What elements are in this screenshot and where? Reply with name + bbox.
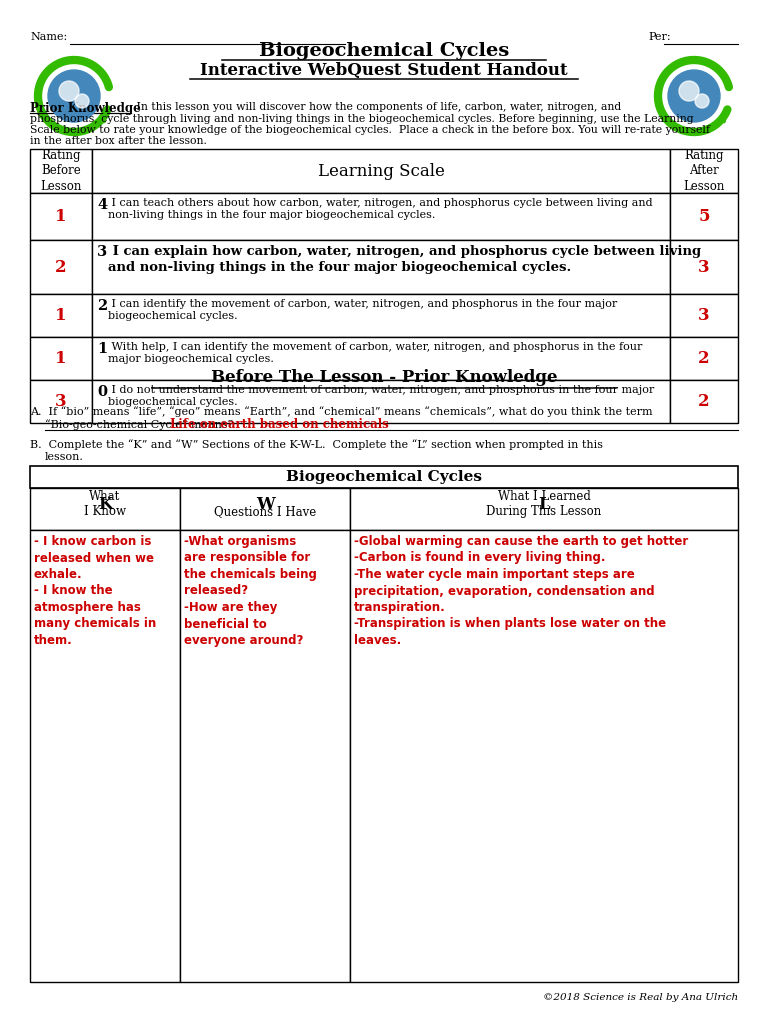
Text: Rating
After
Lesson: Rating After Lesson [684,148,725,194]
Bar [670,240,738,294]
Bar [92,193,670,240]
Circle shape [75,94,89,108]
Text: What
I Know: What I Know [84,490,126,518]
Text: With help, I can identify the movement of carbon, water, nitrogen, and phosphoru: With help, I can identify the movement o… [108,342,642,365]
Text: What I Learned
During This Lesson: What I Learned During This Lesson [486,490,601,518]
Text: 3: 3 [698,307,710,324]
Text: “Bio-geo-chemical Cycle” means?: “Bio-geo-chemical Cycle” means? [45,419,240,430]
Bar [30,294,92,337]
Bar [180,530,350,982]
Bar [670,337,738,380]
Text: 1: 1 [55,307,67,324]
Text: 2: 2 [97,299,108,313]
Text: Rating
Before
Lesson: Rating Before Lesson [40,148,81,194]
Bar [350,530,738,982]
Text: I can identify the movement of carbon, water, nitrogen, and phosphorus in the fo: I can identify the movement of carbon, w… [108,299,617,322]
Text: -Global warming can cause the earth to get hotter
-Carbon is found in every livi: -Global warming can cause the earth to g… [354,535,688,647]
Bar [350,488,738,530]
Text: 1: 1 [97,342,108,356]
Bar [30,193,92,240]
Text: Prior Knowledge: Prior Knowledge [30,102,141,115]
Text: Biogeochemical Cycles: Biogeochemical Cycles [286,470,482,484]
Text: Per:: Per: [648,32,670,42]
Bar [92,240,670,294]
Text: 1: 1 [55,350,67,367]
Text: Questions I Have: Questions I Have [214,505,316,518]
Bar [92,337,670,380]
Text: Before The Lesson - Prior Knowledge: Before The Lesson - Prior Knowledge [210,369,558,386]
Text: phosphorus, cycle through living and non-living things in the biogeochemical cyc: phosphorus, cycle through living and non… [30,114,694,124]
Text: 5: 5 [698,208,710,225]
Bar [30,530,180,982]
Text: Life on earth based on chemicals: Life on earth based on chemicals [170,418,389,431]
Text: I can explain how carbon, water, nitrogen, and phosphorus cycle between living
a: I can explain how carbon, water, nitroge… [108,245,701,274]
Bar [670,294,738,337]
Text: I can teach others about how carbon, water, nitrogen, and phosphorus cycle betwe: I can teach others about how carbon, wat… [108,198,653,220]
Bar [30,240,92,294]
Text: 2: 2 [698,393,710,410]
Text: 4: 4 [97,198,107,212]
Text: Interactive WebQuest Student Handout: Interactive WebQuest Student Handout [200,62,568,79]
Bar [670,150,738,193]
Text: in the after box after the lesson.: in the after box after the lesson. [30,136,207,146]
Circle shape [668,70,720,122]
Text: 1: 1 [55,208,67,225]
Text: I do not understand the movement of carbon, water, nitrogen, and phosphorus in t: I do not understand the movement of carb… [108,385,654,408]
Circle shape [59,81,79,101]
Text: Name:: Name: [30,32,68,42]
Bar [30,380,92,423]
Bar [30,150,92,193]
Bar [670,193,738,240]
Text: 0: 0 [97,385,107,399]
Text: - I know carbon is
released when we
exhale.
- I know the
atmosphere has
many che: - I know carbon is released when we exha… [34,535,156,647]
Bar [180,488,350,530]
Text: Biogeochemical Cycles: Biogeochemical Cycles [259,42,509,60]
Bar [30,488,180,530]
Bar [30,337,92,380]
Text: ©2018 Science is Real by Ana Ulrich: ©2018 Science is Real by Ana Ulrich [543,993,738,1002]
Text: K: K [98,496,112,513]
Bar [92,294,670,337]
Text: 2: 2 [698,350,710,367]
Text: B.  Complete the “K” and “W” Sections of the K-W-L.  Complete the “L” section wh: B. Complete the “K” and “W” Sections of … [30,439,603,450]
Circle shape [48,70,100,122]
Text: 3: 3 [97,245,107,259]
Text: 3: 3 [698,258,710,275]
Text: Learning Scale: Learning Scale [317,163,445,179]
Text: L: L [538,496,550,513]
Bar [30,466,738,488]
Bar [670,380,738,423]
Text: 2: 2 [55,258,67,275]
Text: 3: 3 [55,393,67,410]
Text: lesson.: lesson. [45,452,84,462]
Circle shape [679,81,699,101]
Circle shape [695,94,709,108]
Text: A.  If “bio” means “life”, “geo” means “Earth”, and “chemical” means “chemicals”: A. If “bio” means “life”, “geo” means “E… [30,406,653,417]
Text: Scale below to rate your knowledge of the biogeochemical cycles.  Place a check : Scale below to rate your knowledge of th… [30,125,710,135]
Bar [92,150,670,193]
Text: In this lesson you will discover how the components of life, carbon, water, nitr: In this lesson you will discover how the… [133,102,621,112]
Text: -What organisms
are responsible for
the chemicals being
released?
-How are they
: -What organisms are responsible for the … [184,535,317,647]
Text: W: W [256,496,274,513]
Bar [92,380,670,423]
